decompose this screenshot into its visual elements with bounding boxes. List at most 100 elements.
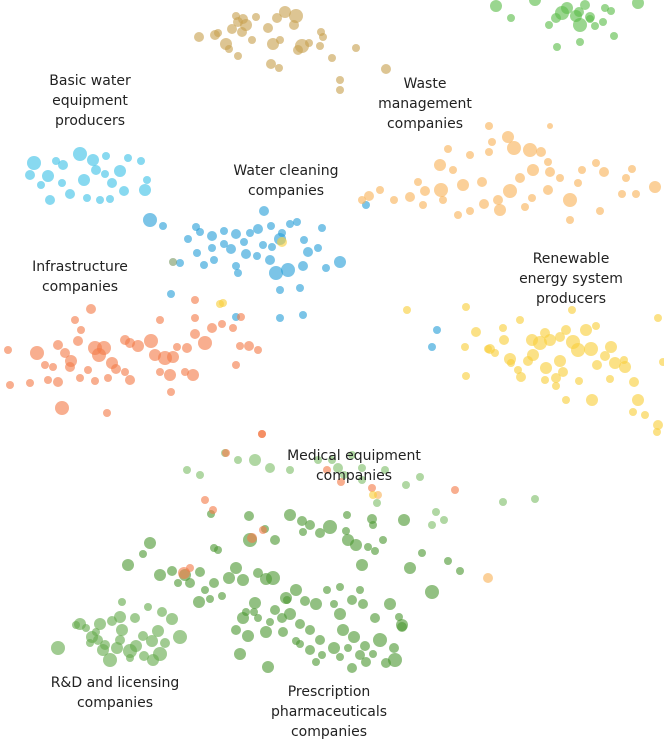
- data-point: [104, 374, 112, 382]
- data-point: [130, 640, 142, 652]
- data-point: [653, 428, 661, 436]
- data-point: [654, 314, 662, 322]
- data-point: [237, 27, 247, 37]
- data-point: [336, 76, 344, 84]
- data-point: [281, 263, 295, 277]
- data-point: [190, 329, 200, 339]
- data-point: [138, 631, 148, 641]
- data-point: [232, 361, 240, 369]
- data-point: [234, 52, 242, 60]
- data-point: [358, 196, 366, 204]
- data-point: [192, 223, 200, 231]
- cluster-label-line: Waste: [404, 76, 447, 92]
- data-point: [526, 334, 538, 346]
- data-point: [222, 449, 230, 457]
- data-point: [266, 618, 274, 626]
- data-point: [558, 367, 568, 377]
- data-point: [226, 244, 236, 254]
- data-point: [247, 533, 257, 543]
- data-point: [315, 635, 325, 645]
- data-point: [316, 42, 324, 50]
- data-point: [507, 14, 515, 22]
- data-point: [297, 516, 307, 526]
- data-point: [289, 9, 303, 23]
- data-point: [208, 244, 216, 252]
- data-point: [592, 322, 600, 330]
- data-point: [364, 543, 372, 551]
- data-point: [488, 138, 496, 146]
- data-point: [404, 562, 416, 574]
- data-point: [225, 45, 233, 53]
- data-point: [527, 164, 539, 176]
- data-point: [314, 244, 322, 252]
- data-point: [337, 478, 345, 486]
- data-point: [183, 466, 191, 474]
- data-point: [454, 211, 462, 219]
- data-point: [283, 596, 291, 604]
- data-point: [195, 567, 205, 577]
- cluster-label-infrastructure-companies: Infrastructure companies: [32, 259, 128, 295]
- data-point: [554, 355, 566, 367]
- data-point: [659, 358, 664, 366]
- data-point: [289, 20, 299, 30]
- data-point: [356, 586, 364, 594]
- data-point: [629, 408, 637, 416]
- data-point: [279, 6, 291, 18]
- data-point: [286, 466, 294, 474]
- data-point: [276, 314, 284, 322]
- cluster-label-line: equipment: [52, 93, 128, 109]
- data-point: [591, 22, 599, 30]
- data-point: [174, 579, 182, 587]
- data-point: [358, 599, 368, 609]
- data-point: [561, 2, 573, 14]
- data-point: [466, 151, 474, 159]
- data-point: [384, 598, 396, 610]
- data-point: [563, 193, 577, 207]
- data-point: [574, 179, 582, 187]
- data-point: [216, 300, 224, 308]
- data-point: [318, 651, 326, 659]
- data-point: [276, 286, 284, 294]
- data-point: [114, 611, 126, 623]
- data-point: [154, 569, 166, 581]
- data-point: [125, 375, 135, 385]
- data-point: [176, 259, 184, 267]
- data-point: [328, 642, 340, 654]
- data-point: [398, 514, 410, 526]
- data-point: [223, 572, 235, 584]
- data-point: [169, 258, 177, 266]
- data-point: [323, 586, 331, 594]
- data-point: [265, 255, 275, 265]
- data-point: [299, 311, 307, 319]
- data-point: [248, 36, 256, 44]
- cluster-label-randd-and-licensing-companies: R&D and licensing companies: [51, 675, 180, 711]
- cluster-label-water-cleaning-companies: Water cleaning companies: [233, 163, 338, 199]
- data-point: [218, 592, 226, 600]
- data-point: [504, 353, 516, 365]
- data-point: [246, 229, 254, 237]
- data-point: [270, 535, 280, 545]
- data-point: [606, 375, 614, 383]
- data-point: [541, 376, 549, 384]
- data-point: [536, 147, 546, 157]
- data-point: [484, 345, 492, 353]
- data-point: [191, 296, 199, 304]
- data-point: [100, 640, 110, 650]
- series-other: [490, 0, 644, 51]
- data-point: [609, 357, 621, 369]
- data-point: [210, 544, 218, 552]
- data-point: [237, 574, 249, 586]
- data-point: [267, 38, 279, 50]
- data-point: [444, 145, 452, 153]
- data-point: [428, 343, 436, 351]
- cluster-label-line: energy system: [519, 271, 623, 287]
- data-point: [73, 336, 83, 346]
- data-point: [6, 381, 14, 389]
- data-point: [209, 506, 217, 514]
- cluster-label-waste-management-companies: Waste management companies: [378, 76, 472, 132]
- data-point: [580, 0, 590, 10]
- data-point: [521, 203, 529, 211]
- cluster-label-line: producers: [55, 113, 125, 129]
- data-point: [322, 264, 330, 272]
- data-point: [601, 4, 609, 12]
